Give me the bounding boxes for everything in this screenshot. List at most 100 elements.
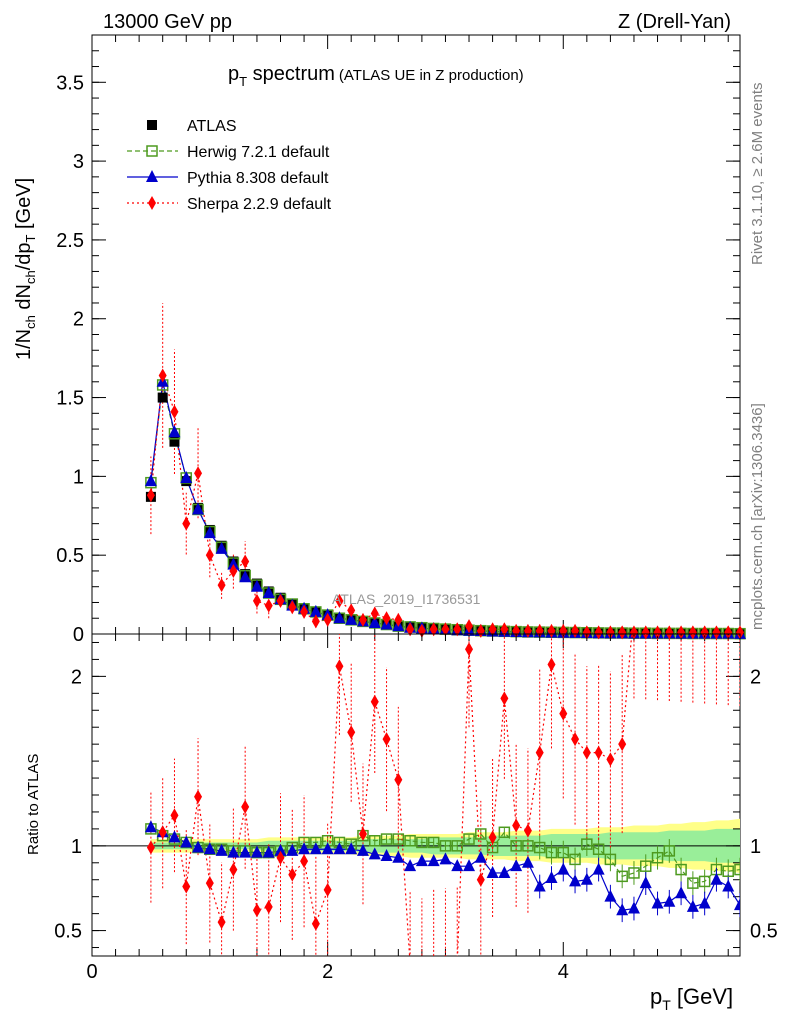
ratio-point-tri: [180, 835, 193, 848]
ratio-point-tri: [675, 886, 688, 899]
ratio-point-tri: [192, 840, 205, 853]
main-point-tri: [309, 604, 322, 617]
ratio-point-tri: [439, 852, 452, 865]
main-point-diamond: [182, 516, 191, 531]
main-point-diamond: [736, 625, 744, 640]
ratio-point-open: [687, 877, 699, 889]
main-ytick-label: 2.5: [56, 230, 84, 252]
ratio-point-diamond: [276, 850, 285, 865]
ratio-point-tri: [616, 903, 629, 916]
ratio-point-tri: [663, 894, 676, 907]
ratio-point-tri: [498, 865, 511, 878]
mcplots-label: mcplots.cern.ch [arXiv:1306.3436]: [749, 403, 766, 630]
main-point-diamond: [606, 625, 615, 640]
ratio-point-diamond: [194, 789, 203, 804]
ratio-point-tri: [545, 871, 558, 884]
ratio-point-diamond: [689, 602, 697, 616]
ratio-point-open: [510, 840, 522, 852]
ratio-point-tri: [474, 850, 487, 863]
ratio-point-tri: [734, 898, 740, 911]
ratio-point-open: [439, 840, 452, 852]
main-point-diamond: [665, 625, 674, 640]
ratio-point-tri: [521, 855, 534, 868]
main-point-diamond: [358, 612, 367, 627]
ratio-point-open: [557, 846, 570, 859]
ratio-point-tri: [356, 843, 369, 856]
legend-marker: [146, 145, 158, 157]
ratio-point-tri: [604, 889, 617, 902]
ratio-point-open: [463, 833, 475, 845]
ratio-point-tri: [710, 872, 723, 885]
ratio-point-tri: [486, 865, 499, 878]
title-spectrum: spectrum: [247, 63, 335, 85]
main-point-diamond: [653, 625, 662, 640]
main-point-tri: [144, 474, 157, 487]
main-point-diamond: [323, 612, 332, 627]
ratio-point-diamond: [158, 825, 167, 840]
ratio-point-diamond: [465, 642, 474, 657]
ratio-point-diamond: [654, 602, 662, 616]
ratio-point-open: [427, 836, 440, 849]
ratio-point-diamond: [430, 957, 438, 971]
main-point-tri: [203, 526, 216, 539]
ratio-xtick-label: 2: [322, 961, 333, 983]
ratio-point-tri: [321, 842, 334, 855]
main-point-diamond: [276, 593, 285, 608]
ratio-point-diamond: [347, 725, 356, 740]
process-label: Z (Drell-Yan): [618, 11, 731, 33]
main-point-diamond: [335, 593, 344, 608]
ratio-point-tri: [722, 879, 735, 892]
energy-label: 13000 GeV pp: [103, 11, 232, 33]
title-sub-t: T: [239, 74, 247, 89]
ratio-point-open: [498, 826, 511, 839]
ratio-point-diamond: [300, 854, 309, 869]
main-point-diamond: [429, 622, 438, 637]
legend-label: Herwig 7.2.1 default: [187, 144, 330, 161]
ratio-point-open: [639, 860, 652, 872]
ratio-point-tri: [451, 859, 464, 872]
main-point-tri: [250, 579, 263, 592]
legend-label: ATLAS: [187, 118, 237, 135]
ratio-point-tri: [557, 862, 570, 875]
ratio-point-tri: [262, 845, 275, 858]
main-point-diamond: [288, 600, 297, 615]
main-point-diamond: [688, 625, 697, 640]
main-point-tri: [345, 612, 358, 625]
ratio-ytick-label-left: 2: [71, 666, 82, 688]
ratio-point-tri: [250, 845, 263, 858]
main-ylabel: 1/Nch dNch/dpT [GeV]: [13, 178, 38, 360]
ratio-point-tri: [380, 849, 393, 862]
ratio-point-tri: [463, 859, 476, 872]
main-point-diamond: [300, 604, 309, 619]
ratio-point-open: [628, 867, 640, 879]
ratio-point-diamond: [523, 823, 532, 838]
ratio-ytick-label-right: 2: [750, 666, 761, 688]
main-point-diamond: [217, 578, 226, 593]
ratio-point-diamond: [146, 840, 155, 855]
ratio-point-tri: [298, 842, 311, 855]
ratio-point-diamond: [229, 862, 238, 877]
main-point-diamond: [618, 625, 627, 640]
ratio-point-tri: [580, 872, 593, 885]
main-point-tri: [180, 470, 193, 483]
ratio-point-diamond: [630, 602, 638, 616]
ratio-point-diamond: [241, 799, 250, 814]
ratio-xtick-label: 4: [558, 961, 569, 983]
ratio-ytick-label-right: 0.5: [750, 921, 778, 943]
ratio-point-diamond: [335, 659, 344, 674]
main-ytick-label: 0.5: [56, 545, 84, 567]
main-ytick-label: 1.5: [56, 388, 84, 410]
ratio-point-open: [451, 840, 463, 852]
ratio-point-diamond: [205, 876, 214, 891]
title-p: p: [228, 63, 239, 85]
main-point-diamond: [382, 611, 391, 626]
ratio-point-tri: [239, 845, 252, 858]
ratio-point-tri: [569, 874, 582, 887]
ratio-point-open: [604, 853, 617, 866]
main-ytick-label: 2: [73, 309, 84, 331]
ratio-point-tri: [415, 854, 428, 867]
ratio-point-diamond: [677, 602, 685, 616]
main-point-diamond: [594, 625, 603, 640]
main-ytick-label: 0: [73, 624, 84, 646]
ratio-point-diamond: [406, 957, 414, 971]
